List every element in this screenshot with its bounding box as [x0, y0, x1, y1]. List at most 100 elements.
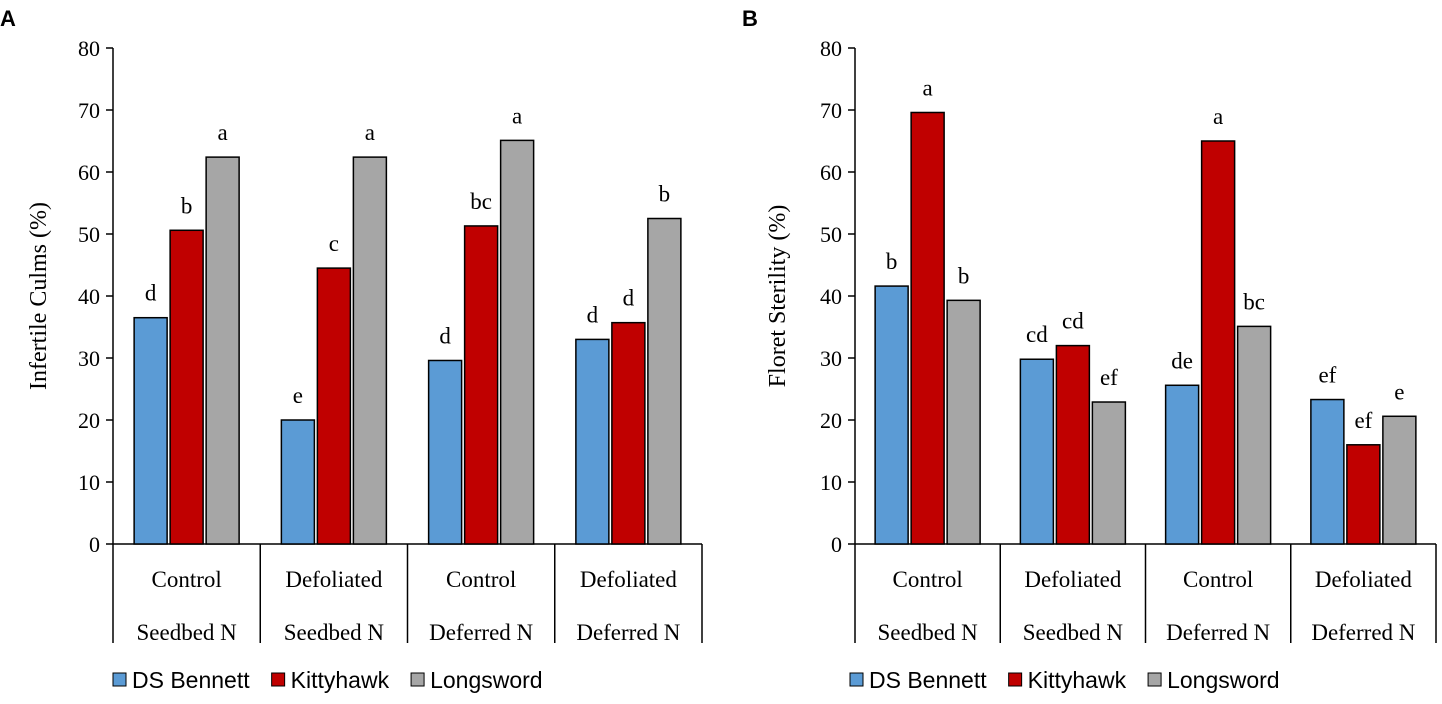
panel-label: B [742, 6, 758, 31]
category-label-bottom: Deferred N [1311, 620, 1415, 645]
y-tick-label: 50 [820, 222, 842, 247]
bar-kittyhawk [1200, 140, 1236, 545]
category-label-top: Control [892, 567, 962, 592]
category-label-top: Control [446, 567, 516, 592]
y-tick-label: 40 [820, 284, 842, 309]
category-label-top: Control [1183, 567, 1253, 592]
bar-kittyhawk [316, 267, 352, 545]
significance-letter: d [587, 302, 599, 327]
legend-swatch-ds-bennett [112, 672, 127, 687]
panel-a: A Infertile Culms (%) 0 10 20 30 40 50 60 70 80 Con… [0, 6, 703, 693]
bar-longsword [1382, 415, 1417, 545]
panel-b: B Floret Sterility (%) 0 10 20 30 40 50 60 70 80 Co… [742, 6, 1437, 693]
category-label-bottom: Seedbed N [284, 620, 385, 645]
bar-kittyhawk [910, 111, 945, 545]
legend-label-longsword: Longsword [430, 667, 543, 693]
category-label-bottom: Seedbed N [1023, 620, 1124, 645]
y-axis-label: Floret Sterility (%) [765, 205, 791, 388]
y-tick-label: 80 [78, 36, 100, 61]
bar-kittyhawk [463, 225, 499, 545]
legend-swatch-kittyhawk [1008, 672, 1023, 687]
category-label-top: Defoliated [580, 567, 678, 592]
significance-letter: b [659, 182, 671, 207]
significance-letter: e [1394, 379, 1404, 404]
y-tick-label: 0 [89, 532, 100, 557]
significance-letter: a [1213, 104, 1223, 129]
category-label-bottom: Seedbed N [877, 620, 978, 645]
bar-longsword [205, 156, 240, 545]
significance-letter: b [886, 249, 898, 274]
legend-swatch-longsword [1147, 672, 1162, 687]
y-tick-label: 30 [820, 346, 842, 371]
legend-swatch-kittyhawk [271, 672, 286, 687]
legend: DS Bennett Kittyhawk Longsword [112, 667, 543, 693]
y-tick-label: 70 [78, 98, 100, 123]
y-axis-label: Infertile Culms (%) [26, 202, 52, 390]
significance-letter: bc [470, 189, 492, 214]
significance-letter: b [958, 263, 970, 288]
bar-kittyhawk [611, 321, 646, 545]
significance-letter: a [512, 103, 522, 128]
y-tick-label: 10 [78, 470, 100, 495]
bar-ds-bennett [575, 338, 610, 545]
significance-letter: d [439, 323, 451, 348]
significance-letter: a [923, 75, 933, 100]
y-tick-label: 0 [831, 532, 842, 557]
legend-label-longsword: Longsword [1167, 667, 1280, 693]
significance-letter: ef [1100, 365, 1118, 390]
category-label-bottom: Seedbed N [136, 620, 237, 645]
y-tick-label: 80 [820, 36, 842, 61]
legend-label-ds-bennett: DS Bennett [132, 667, 250, 693]
category-label-top: Defoliated [1315, 567, 1413, 592]
legend-label-kittyhawk: Kittyhawk [1028, 667, 1127, 693]
legend-label-kittyhawk: Kittyhawk [291, 667, 390, 693]
bar-longsword [946, 299, 981, 545]
significance-letter: a [218, 120, 228, 145]
category-label-bottom: Deferred N [1166, 620, 1270, 645]
significance-letter: c [329, 231, 339, 256]
significance-letter: e [293, 383, 303, 408]
bar-kittyhawk [1346, 444, 1381, 545]
significance-letter: bc [1243, 289, 1265, 314]
bar-longsword [499, 139, 535, 545]
significance-letter: de [1171, 348, 1193, 373]
bar-ds-bennett [1164, 384, 1200, 545]
legend-swatch-ds-bennett [849, 672, 864, 687]
significance-letter: d [623, 286, 635, 311]
bar-ds-bennett [1310, 398, 1345, 545]
panel-label: A [0, 6, 16, 31]
bar-ds-bennett [1019, 358, 1055, 545]
y-tick-label: 50 [78, 222, 100, 247]
y-tick-label: 40 [78, 284, 100, 309]
category-label-bottom: Deferred N [429, 620, 533, 645]
category-label-top: Defoliated [1024, 567, 1122, 592]
category-label-bottom: Deferred N [576, 620, 680, 645]
bar-kittyhawk [169, 229, 204, 545]
y-tick-label: 60 [78, 160, 100, 185]
bar-longsword [352, 156, 388, 545]
bar-longsword [647, 217, 682, 545]
y-tick-label: 20 [78, 408, 100, 433]
bar-kittyhawk [1055, 344, 1091, 545]
significance-letter: ef [1318, 363, 1336, 388]
y-tick-label: 20 [820, 408, 842, 433]
significance-letter: cd [1026, 322, 1048, 347]
significance-letter: b [181, 193, 193, 218]
bar-ds-bennett [427, 359, 463, 545]
category-label-top: Control [151, 567, 221, 592]
bar-ds-bennett [133, 316, 168, 545]
bar-longsword [1236, 325, 1272, 545]
significance-letter: ef [1354, 408, 1372, 433]
significance-letter: d [145, 281, 157, 306]
legend: DS Bennett Kittyhawk Longsword [849, 667, 1280, 693]
bar-ds-bennett [280, 419, 316, 545]
significance-letter: cd [1062, 309, 1084, 334]
y-tick-label: 70 [820, 98, 842, 123]
legend-swatch-longsword [410, 672, 425, 687]
bar-ds-bennett [874, 285, 909, 545]
legend-label-ds-bennett: DS Bennett [869, 667, 987, 693]
y-tick-label: 10 [820, 470, 842, 495]
significance-letter: a [365, 120, 375, 145]
y-tick-label: 60 [820, 160, 842, 185]
